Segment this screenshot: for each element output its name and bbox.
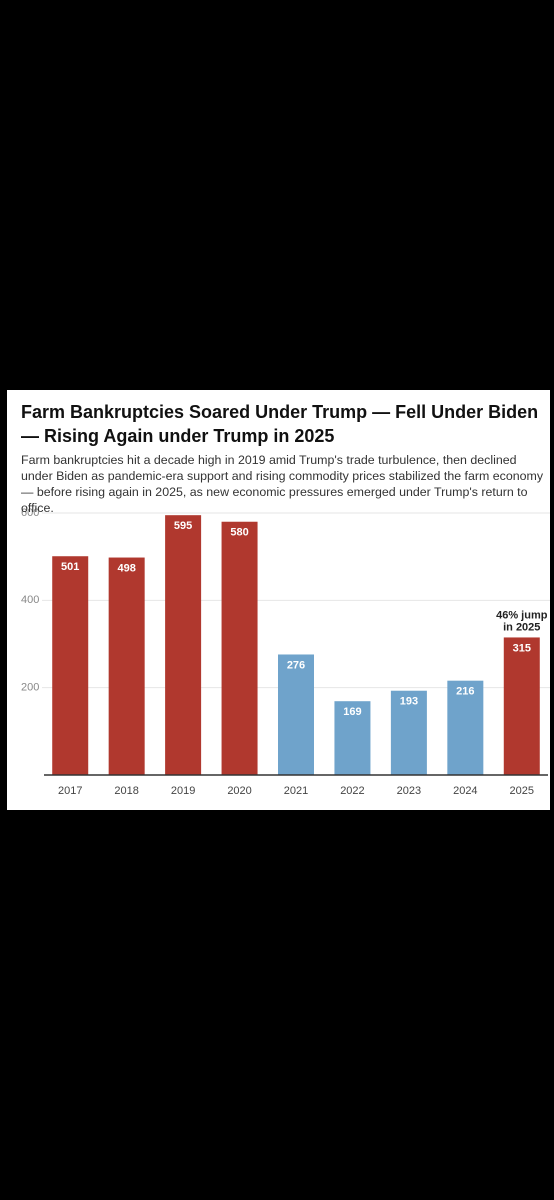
bar bbox=[278, 654, 314, 775]
bar bbox=[390, 690, 427, 775]
bar bbox=[503, 637, 540, 775]
bar bbox=[447, 680, 484, 775]
value-label: 193 bbox=[400, 696, 418, 708]
x-tick-label: 2022 bbox=[340, 785, 364, 797]
bar bbox=[165, 515, 202, 775]
value-label: 315 bbox=[513, 642, 531, 654]
value-label: 216 bbox=[456, 686, 474, 698]
annotation: 46% jump bbox=[496, 609, 548, 621]
chart-card: 200 400 600 2017 501 2018 498 2019 595 2020 580 202… bbox=[7, 390, 550, 810]
bar bbox=[334, 701, 371, 775]
x-tick-label: 2024 bbox=[453, 785, 477, 797]
value-label: 276 bbox=[287, 659, 305, 671]
chart: 200 400 600 2017 501 2018 498 2019 595 2020 580 202… bbox=[21, 507, 550, 797]
x-tick-label: 2025 bbox=[510, 785, 534, 797]
x-tick-label: 2018 bbox=[114, 785, 138, 797]
x-tick-label: 2021 bbox=[284, 785, 308, 797]
bar bbox=[108, 557, 145, 775]
x-tick-label: 2017 bbox=[58, 785, 82, 797]
value-label: 169 bbox=[343, 706, 361, 718]
y-tick-label: 200 bbox=[21, 682, 39, 694]
value-label: 498 bbox=[117, 562, 135, 574]
y-tick-label: 600 bbox=[21, 507, 39, 519]
chart-title: Farm Bankruptcies Soared Under Trump — F… bbox=[21, 402, 539, 446]
value-label: 501 bbox=[61, 561, 79, 573]
chart-subtitle: Farm bankruptcies hit a decade high in 2… bbox=[21, 453, 544, 515]
bar bbox=[221, 521, 258, 775]
x-tick-label: 2020 bbox=[227, 785, 251, 797]
annotation: in 2025 bbox=[503, 621, 540, 633]
x-tick-label: 2023 bbox=[397, 785, 421, 797]
bar bbox=[52, 556, 89, 775]
x-tick-label: 2019 bbox=[171, 785, 195, 797]
value-label: 580 bbox=[230, 527, 248, 539]
y-tick-label: 400 bbox=[21, 594, 39, 606]
value-label: 595 bbox=[174, 520, 192, 532]
